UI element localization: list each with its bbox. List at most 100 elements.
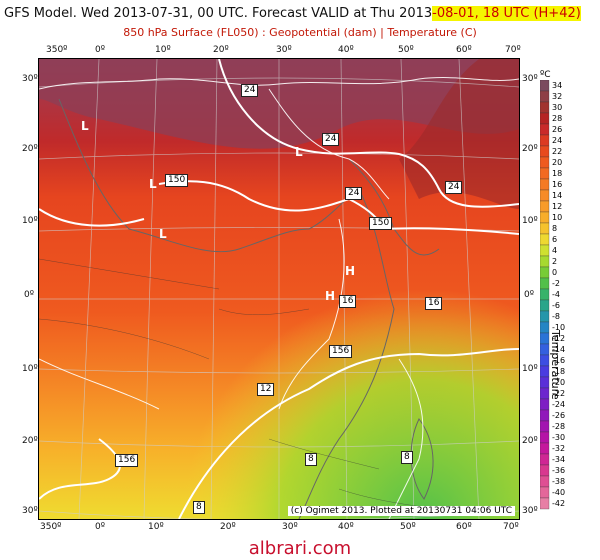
lat-label-left-10n: 10º: [22, 216, 38, 226]
colorbar-tick-label: -34: [552, 455, 565, 464]
low-center-sahara: L: [81, 119, 89, 133]
colorbar-swatch: [540, 354, 550, 367]
low-center-west: L: [149, 177, 157, 191]
colorbar-swatch: [540, 123, 550, 136]
colorbar-tick-label: -26: [552, 411, 565, 420]
colorbar-swatch: [540, 420, 550, 433]
lon-label-top-10: 10º: [155, 45, 171, 55]
colorbar-tick-label: -36: [552, 466, 565, 475]
colorbar-swatch: [540, 442, 550, 455]
chart-subtitle: 850 hPa Surface (FL050) : Geopotential (…: [123, 26, 477, 39]
contour-label-8-b: 8: [401, 451, 413, 464]
colorbar-swatch: [540, 376, 550, 389]
low-center-sudan: L: [295, 145, 303, 159]
chart-title: GFS Model. Wed 2013-07-31, 00 UTC. Forec…: [4, 6, 581, 21]
watermark: albrari.com: [248, 538, 352, 559]
colorbar-swatch: [540, 299, 550, 312]
lon-label-bottom-40: 40º: [338, 522, 354, 532]
lat-label-left-0: 0º: [24, 290, 34, 300]
colorbar-tick-label: 10: [552, 213, 562, 222]
lat-label-left-10s: 10º: [22, 364, 38, 374]
colorbar-tick-label: 12: [552, 202, 562, 211]
lat-label-right-20n: 20º: [522, 144, 538, 154]
colorbar-swatch: [540, 90, 550, 103]
colorbar-tick-label: 22: [552, 147, 562, 156]
contour-label-156-a: 156: [329, 345, 353, 358]
forecast-valid-highlight: -08-01, 18 UTC (H+42): [432, 6, 581, 21]
colorbar-swatch: [540, 200, 550, 213]
colorbar-tick-label: 6: [552, 235, 557, 244]
lon-label-top-0: 0º: [95, 45, 105, 55]
colorbar-swatch: [540, 497, 550, 510]
colorbar-swatch: [540, 156, 550, 169]
contour-label-16-a: 16: [339, 295, 357, 308]
colorbar-swatch: [540, 178, 550, 191]
colorbar-swatch: [540, 343, 550, 356]
contour-label-150-b: 150: [369, 217, 393, 230]
colorbar-tick-label: -14: [552, 345, 565, 354]
lon-label-bottom-60: 60º: [456, 522, 472, 532]
colorbar-tick-label: -16: [552, 356, 565, 365]
lat-label-right-30s: 30º: [522, 506, 538, 516]
colorbar-tick-label: 28: [552, 114, 562, 123]
colorbar-unit: ºC: [540, 70, 551, 80]
colorbar-tick-label: -12: [552, 334, 565, 343]
colorbar-tick-label: 4: [552, 246, 557, 255]
contour-label-8-a: 8: [305, 453, 317, 466]
colorbar-swatch: [540, 134, 550, 147]
colorbar-swatch: [540, 453, 550, 466]
colorbar-swatch: [540, 431, 550, 444]
colorbar-tick-label: -30: [552, 433, 565, 442]
coastline-africa: [58, 98, 395, 519]
colorbar-swatch: [540, 80, 550, 92]
lon-label-top-50: 50º: [398, 45, 414, 55]
colorbar-tick-label: 32: [552, 92, 562, 101]
lon-label-top-350: 350º: [46, 45, 68, 55]
colorbar-swatch: [540, 288, 550, 301]
contour-label-24-c: 24: [345, 187, 363, 200]
contour-label-24-a: 24: [241, 84, 259, 97]
contour-label-24-b: 24: [322, 133, 340, 146]
colorbar-tick-label: -42: [552, 499, 565, 508]
colorbar-swatch: [540, 310, 550, 323]
colorbar-swatch: [540, 266, 550, 279]
colorbar-tick-label: 26: [552, 125, 562, 134]
lat-label-left-30n: 30º: [22, 74, 38, 84]
lat-label-right-20s: 20º: [522, 436, 538, 446]
colorbar-tick-label: 8: [552, 224, 557, 233]
colorbar-tick-label: 20: [552, 158, 562, 167]
contour-label-8-c: 8: [193, 501, 205, 514]
lon-label-top-20: 20º: [213, 45, 229, 55]
lon-label-bottom-50: 50º: [400, 522, 416, 532]
low-center-sahel: L: [159, 227, 167, 241]
lat-label-right-30n: 30º: [522, 74, 538, 84]
coastline-madagascar: [410, 418, 434, 500]
colorbar-tick-label: -8: [552, 312, 560, 321]
contour-label-24-d: 24: [445, 181, 463, 194]
lon-label-top-40: 40º: [338, 45, 354, 55]
colorbar-swatch: [540, 486, 550, 499]
credit-text: (c) Ogimet 2013. Plotted at 20130731 04:…: [287, 506, 515, 516]
colorbar-tick-label: -6: [552, 301, 560, 310]
colorbar-tick-label: 24: [552, 136, 562, 145]
lat-label-left-20n: 20º: [22, 144, 38, 154]
colorbar-swatch: [540, 233, 550, 246]
lon-label-bottom-10: 10º: [148, 522, 164, 532]
colorbar-tick-label: 16: [552, 180, 562, 189]
colorbar-swatch: [540, 145, 550, 158]
lat-label-right-10s: 10º: [522, 364, 538, 374]
colorbar-swatch: [540, 101, 550, 114]
lon-label-top-30: 30º: [276, 45, 292, 55]
colorbar-tick-label: -18: [552, 367, 565, 376]
map-canvas: [39, 59, 519, 519]
colorbar-tick-label: -10: [552, 323, 565, 332]
high-center-kenya: H: [325, 289, 336, 303]
colorbar-swatch: [540, 211, 550, 224]
colorbar-tick-label: 0: [552, 268, 557, 277]
colorbar-swatch: [540, 244, 550, 257]
temperature-colorbar: 3432302826242220181614121086420-2-4-6-8-…: [540, 80, 565, 510]
high-center-ethiopia: H: [345, 264, 356, 278]
lon-label-bottom-350: 350º: [40, 522, 62, 532]
colorbar-swatch: [540, 321, 550, 334]
geopotential-contours: [39, 59, 519, 519]
